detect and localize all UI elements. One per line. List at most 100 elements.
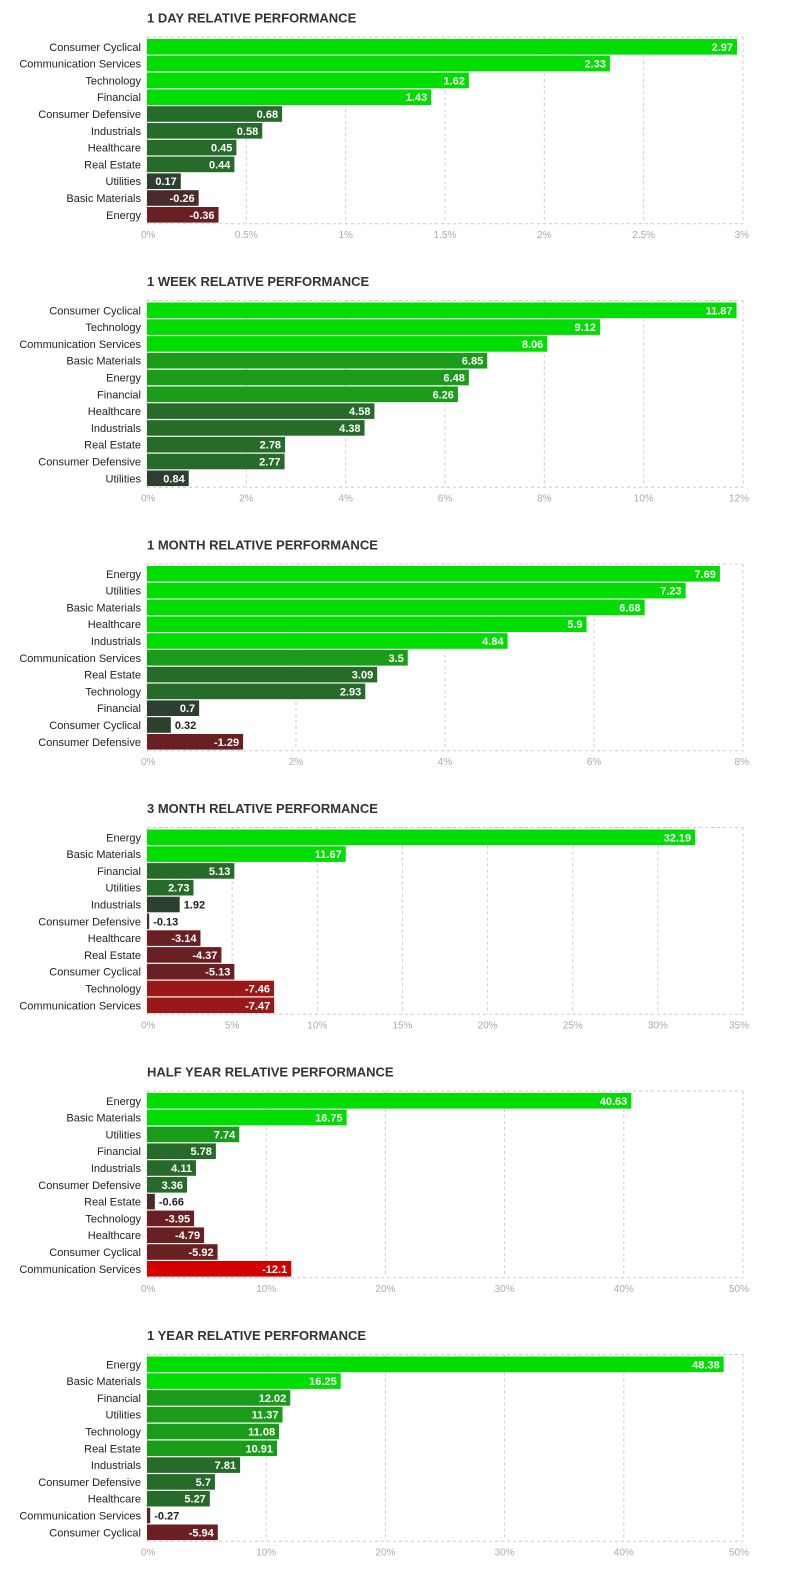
bar-healthcare [147,616,587,632]
bar-consumer-defensive [147,1474,215,1490]
category-label: Healthcare [88,1494,141,1506]
chart-3-month-relative-performance: 3 MONTH RELATIVE PERFORMANCE 0% 5% 10% 15% 20… [19,801,749,1031]
value-label: 2.93 [340,686,361,698]
value-label: 7.81 [215,1460,236,1472]
bar-energy [147,1093,632,1109]
bar-basic-materials [147,846,346,862]
chart-1-day-relative-performance: 1 DAY RELATIVE PERFORMANCE 0% 0.5% 1% 1.5% 2%… [19,11,749,241]
value-label: 6.68 [619,602,640,614]
bar-technology [147,683,366,700]
category-label: Healthcare [88,1230,141,1242]
value-label: 0.17 [155,176,176,188]
value-label: -3.95 [165,1213,190,1225]
category-label: Communication Services [19,653,141,665]
bar-technology [147,72,469,89]
value-label: 16.75 [315,1113,343,1125]
value-label: 8.06 [522,339,543,351]
category-label: Technology [85,686,141,698]
value-label: -7.46 [245,984,270,996]
bar-utilities [147,1126,240,1143]
value-label: -1.29 [214,737,239,749]
category-label: Technology [85,75,141,87]
category-label: Consumer Cyclical [49,720,141,732]
bar-communication-services [147,1261,292,1277]
value-label: 11.37 [252,1410,279,1422]
bar-utilities [147,1406,283,1423]
bar-real-estate [147,156,235,173]
tick-label: 2% [289,757,304,768]
value-label: -0.26 [170,193,195,205]
tick-label: 0% [141,1284,156,1295]
tick-label: 15% [392,1020,412,1031]
bar-consumer-defensive [147,913,150,930]
bar-utilities [147,173,181,189]
value-label: 5.13 [209,866,230,878]
value-label: -5.13 [205,967,230,979]
chart-1-year-relative-performance: 1 YEAR RELATIVE PERFORMANCE 0% 10% 20% 30% 40… [19,1328,749,1558]
value-label: 4.84 [482,636,504,648]
tick-label: 30% [495,1284,515,1295]
category-label: Basic Materials [66,849,141,861]
category-label: Energy [106,569,141,581]
value-label: 5.27 [184,1494,205,1506]
bar-industrials [147,420,365,436]
value-label: 3.36 [162,1180,183,1192]
tick-label: 8% [735,757,750,768]
tick-label: 2.5% [632,230,655,241]
value-label: 1.92 [184,900,205,912]
category-label: Real Estate [84,159,141,171]
value-label: 2.78 [260,440,281,452]
value-label: 12.02 [259,1393,287,1405]
value-label: 6.26 [432,389,453,401]
value-label: 0.7 [180,703,195,715]
value-label: -4.79 [175,1230,200,1242]
value-label: 0.44 [209,159,231,171]
bar-real-estate [147,1193,155,1210]
category-label: Utilities [106,176,142,188]
value-label: 1.43 [406,92,427,104]
category-label: Consumer Defensive [38,737,141,749]
value-label: -0.13 [153,916,178,928]
bar-financial [147,700,200,716]
value-label: 48.38 [692,1359,720,1371]
bar-real-estate [147,1440,278,1457]
value-label: 0.84 [163,473,185,485]
category-label: Consumer Defensive [38,916,141,928]
bar-communication-services [147,650,408,666]
value-label: 5.9 [567,619,582,631]
tick-label: 10% [634,493,654,504]
category-label: Consumer Defensive [38,109,141,121]
tick-label: 0% [141,757,156,768]
tick-label: 50% [729,1284,749,1295]
value-label: 6.48 [443,373,464,385]
tick-label: 6% [587,757,602,768]
bar-communication-services [147,1507,151,1524]
bar-communication-services [147,997,275,1014]
category-label: Energy [106,210,141,222]
value-label: -0.27 [154,1511,179,1523]
category-label: Basic Materials [66,1376,141,1388]
tick-label: 12% [729,493,749,504]
category-label: Technology [85,1213,141,1225]
tick-label: 0% [141,493,156,504]
tick-label: 4% [338,493,353,504]
value-label: 9.12 [575,322,596,334]
category-label: Technology [85,322,141,334]
category-label: Real Estate [84,670,141,682]
bar-energy [147,1356,724,1373]
value-label: 10.91 [246,1443,274,1455]
category-label: Basic Materials [66,1113,141,1125]
bar-communication-services [147,55,610,72]
bar-financial [147,863,235,879]
tick-label: 6% [438,493,453,504]
bar-basic-materials [147,1109,347,1126]
value-label: -12.1 [262,1264,287,1276]
category-label: Energy [106,1359,141,1371]
category-label: Basic Materials [66,356,141,368]
bar-technology [147,1423,280,1440]
bar-financial [147,1390,291,1406]
bar-technology [147,1210,195,1227]
value-label: 0.68 [257,109,278,121]
bar-energy [147,566,720,582]
tick-label: 0% [141,230,156,241]
